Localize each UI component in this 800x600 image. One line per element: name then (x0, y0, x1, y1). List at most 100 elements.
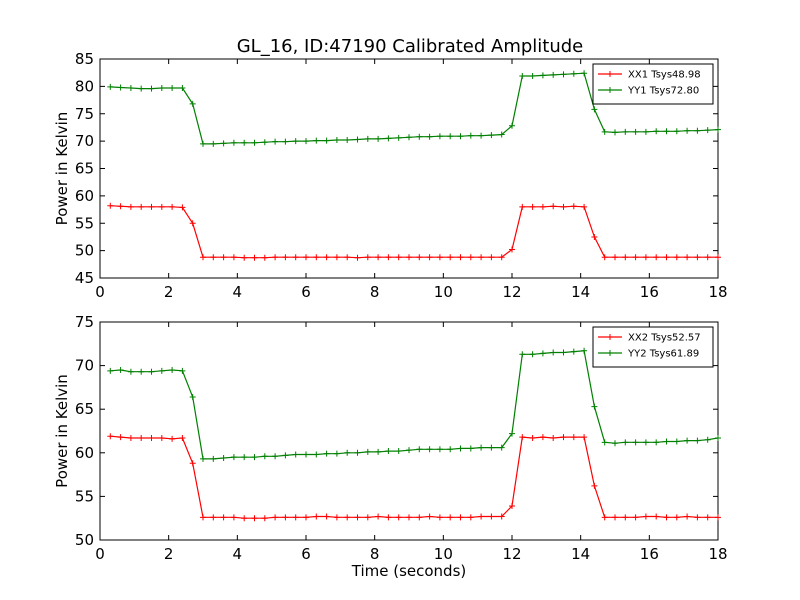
bottom-data-point (117, 434, 124, 441)
bottom-data-point (570, 348, 577, 355)
bottom-data-point (406, 447, 412, 454)
top-data-point (127, 203, 134, 210)
bottom-x-tick-label: 4 (233, 545, 243, 563)
bottom-x-tick-label: 2 (164, 545, 174, 563)
bottom-data-point (653, 439, 660, 446)
top-data-point (467, 254, 474, 261)
top-data-point (416, 254, 423, 261)
bottom-data-point (200, 455, 206, 462)
top-data-point (241, 254, 248, 261)
bottom-data-point (148, 368, 155, 375)
top-data-point (107, 83, 114, 90)
top-data-point (261, 254, 268, 261)
bottom-data-point (550, 434, 557, 441)
top-data-point (189, 220, 196, 227)
bottom-data-point (601, 514, 608, 521)
bottom-data-point (488, 444, 495, 451)
top-data-point (498, 131, 505, 138)
top-data-point (344, 137, 351, 144)
bottom-y-tick-label: 70 (75, 357, 94, 375)
bottom-series-yy (107, 347, 721, 462)
bottom-data-point (467, 445, 474, 452)
top-y-tick-label: 65 (75, 160, 94, 178)
bottom-data-point (694, 514, 701, 521)
top-data-point (169, 203, 176, 210)
top-legend-label: YY1 Tsys72.80 (627, 86, 699, 97)
figure-title: GL_16, ID:47190 Calibrated Amplitude (237, 36, 584, 57)
bottom-data-point (642, 439, 649, 446)
top-data-point (447, 254, 454, 261)
top-data-point (375, 254, 382, 261)
top-x-tick-label: 8 (370, 283, 380, 301)
bottom-y-axis-label: Power in Kelvin (53, 374, 71, 488)
top-data-point (117, 84, 124, 91)
top-data-point (117, 203, 124, 210)
top-legend: XX1 Tsys48.98 YY1 Tsys72.80 (592, 63, 714, 105)
bottom-data-point (715, 514, 721, 521)
bottom-data-point (653, 513, 660, 520)
bottom-legend-marker (607, 350, 613, 356)
top-data-point (158, 203, 165, 210)
top-plot: 0 2 4 6 8 10 12 14 16 18 45 50 55 60 65 70 75 80 85 Power i… (53, 50, 728, 301)
bottom-data-point (189, 460, 196, 467)
top-data-point (663, 254, 670, 261)
bottom-legend-box (592, 326, 714, 368)
top-data-point (272, 254, 279, 261)
bottom-data-point (612, 440, 618, 447)
top-legend-marker (607, 87, 613, 93)
top-data-point (169, 85, 176, 92)
top-data-point (230, 139, 237, 146)
top-x-tick-label: 12 (502, 283, 521, 301)
top-series-xx (107, 202, 721, 261)
top-legend-label: XX1 Tsys48.98 (628, 70, 701, 81)
bottom-data-point (179, 367, 186, 374)
top-data-point (653, 128, 660, 135)
top-legend-box (592, 63, 714, 105)
top-data-point (570, 70, 577, 77)
top-data-point (715, 254, 721, 261)
bottom-data-point (519, 351, 526, 358)
bottom-data-point (354, 449, 361, 456)
bottom-data-point (364, 448, 371, 455)
bottom-data-point (189, 393, 196, 400)
top-data-point (220, 254, 227, 261)
bottom-data-point (282, 514, 289, 521)
top-data-point (282, 138, 289, 145)
top-data-point (488, 132, 495, 139)
bottom-data-point (663, 438, 670, 445)
bottom-data-point (684, 437, 691, 444)
bottom-data-point (416, 446, 423, 453)
bottom-y-tick-label: 60 (75, 444, 94, 462)
bottom-data-point (684, 513, 691, 520)
top-y-tick-label: 85 (75, 50, 94, 68)
top-data-point (498, 254, 505, 261)
bottom-y-tick-label: 55 (75, 487, 94, 505)
bottom-data-point (642, 513, 649, 520)
bottom-data-point (581, 347, 588, 354)
top-data-point (478, 132, 485, 139)
top-series-yy (107, 70, 721, 147)
bottom-data-point (179, 434, 186, 441)
bottom-data-point (509, 430, 515, 437)
bottom-data-point (406, 514, 412, 521)
top-data-point (395, 254, 402, 261)
bottom-legend-label: YY2 Tsys61.89 (627, 349, 699, 360)
bottom-data-point (375, 513, 382, 520)
top-data-point (457, 133, 464, 140)
bottom-data-point (272, 453, 279, 460)
bottom-data-point (570, 434, 577, 441)
top-data-point (385, 135, 392, 142)
top-x-tick-label: 10 (434, 283, 453, 301)
top-data-point (426, 254, 433, 261)
bottom-data-point (169, 366, 176, 373)
bottom-data-point (210, 514, 217, 521)
top-data-point (612, 254, 618, 261)
bottom-data-point (169, 435, 176, 442)
bottom-data-point (323, 450, 330, 457)
top-data-point (303, 138, 309, 145)
bottom-data-point (457, 445, 464, 452)
bottom-legend-label: XX2 Tsys52.57 (628, 333, 701, 344)
top-data-point (642, 254, 649, 261)
top-y-tick-label: 50 (75, 242, 94, 260)
top-data-point (416, 133, 423, 140)
